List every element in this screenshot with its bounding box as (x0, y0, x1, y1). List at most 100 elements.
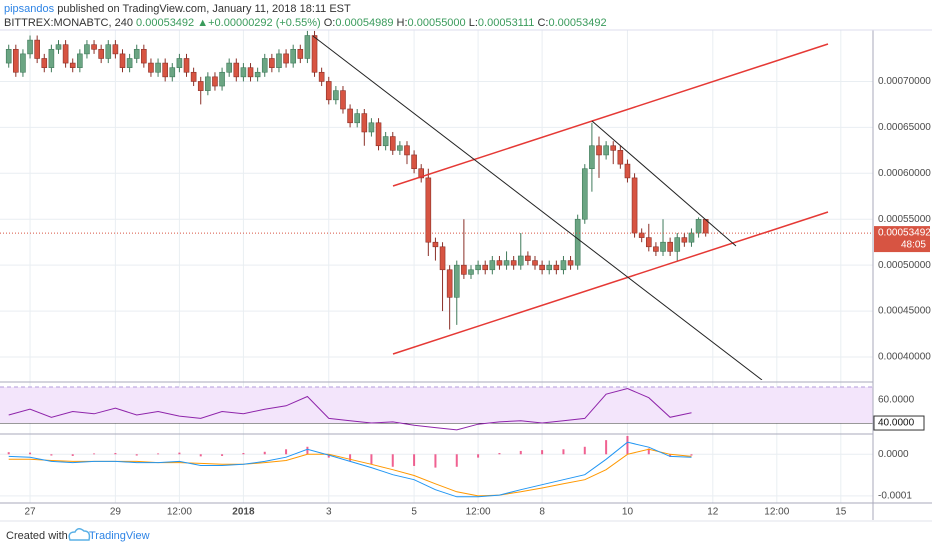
l-label: L: (469, 17, 478, 29)
candle-body (13, 48, 19, 73)
histogram-bar (263, 451, 266, 455)
histogram-bar (29, 452, 32, 455)
candle-body (233, 62, 240, 78)
x-tick-label: 10 (622, 507, 634, 518)
trend-line (312, 35, 763, 380)
candle-body (48, 48, 55, 68)
candle-body (468, 269, 474, 275)
candle-body (660, 241, 666, 252)
histogram-bar (669, 454, 672, 457)
candle-body (283, 53, 289, 64)
candle-body (340, 90, 346, 110)
candle-body (27, 39, 33, 55)
candle-body (5, 48, 12, 64)
histogram-bar (199, 454, 202, 457)
arrow: ▲ (197, 17, 208, 29)
published: published on TradingView.com, January 11… (54, 3, 351, 15)
symbol: BITTREX:MONABTC, 240 (4, 17, 133, 29)
candle-body (354, 113, 361, 124)
candle-body (240, 67, 247, 78)
candle-body (190, 71, 197, 82)
labels: 27 29 12:00 2018 3 5 12:00 8 10 12 12:00 15 0.000400… (24, 76, 931, 518)
candle-body (91, 44, 97, 50)
candle-body (603, 145, 609, 156)
histogram-bar (93, 453, 96, 455)
x-tick-label: 2018 (232, 507, 255, 518)
candle-body (432, 241, 439, 248)
footer-brand[interactable]: TradingView (89, 530, 150, 542)
candle-body (382, 136, 389, 147)
histogram-bar (285, 449, 288, 455)
candle-body (318, 71, 325, 82)
symbol-line: BITTREX:MONABTC, 240 0.00053492 ▲+0.0000… (4, 17, 607, 29)
candle-body (439, 246, 446, 271)
candle-body (77, 53, 83, 68)
histogram-bar (455, 454, 458, 467)
candle-body (20, 53, 26, 73)
x-tick-label: 27 (24, 507, 36, 518)
candle-body (489, 260, 496, 271)
candle-body (368, 122, 375, 133)
candle-body (197, 81, 204, 91)
o-label: O: (324, 17, 336, 29)
histogram-bar (519, 450, 522, 455)
histogram-bar (7, 452, 10, 455)
y-tick-label: 0.00045000 (878, 306, 931, 317)
histogram-bar (413, 454, 416, 466)
x-tick-label: 29 (110, 507, 122, 518)
candle-body (503, 260, 510, 266)
candle-body (517, 255, 524, 266)
candle-body (653, 246, 659, 252)
candle-body (290, 48, 296, 64)
histogram-bar (605, 440, 608, 455)
y-tick-label: 0.00055000 (878, 214, 931, 225)
y-tick-label: -0.0001 (878, 491, 912, 502)
candle-body (155, 62, 161, 73)
candle-body (98, 48, 104, 59)
candle-body (589, 145, 595, 170)
candle-body (261, 58, 268, 73)
candle-body (389, 136, 396, 151)
candle-body (34, 39, 40, 59)
candle-body (461, 264, 467, 275)
candle-body (567, 260, 574, 266)
last-price-box (874, 226, 930, 253)
candle-body (148, 62, 154, 73)
x-tick-label: 3 (326, 507, 332, 518)
x-tick-label: 8 (539, 507, 545, 518)
histogram-bar (135, 454, 138, 456)
candle-body (69, 62, 76, 68)
candle-body (212, 76, 218, 87)
channel-upper (392, 43, 829, 187)
candle-body (482, 264, 489, 271)
rsi-band (0, 387, 873, 423)
x-tick-label: 15 (835, 507, 847, 518)
candle-body (681, 237, 688, 243)
candle-body (397, 145, 403, 151)
candle-body (525, 255, 531, 261)
histogram-bar (434, 454, 437, 468)
candle-body (453, 264, 460, 298)
candle-body (162, 62, 168, 78)
histogram-bar (370, 454, 373, 465)
histogram-bar (178, 452, 181, 455)
histogram-bar (157, 453, 160, 455)
candle-body (141, 48, 147, 64)
candle-body (62, 44, 69, 64)
y-tick-label: 40.0000 (878, 418, 915, 429)
change: +0.00000292 (+0.55%) (208, 17, 321, 29)
candle-body (645, 237, 652, 248)
candle-body (304, 35, 311, 59)
last-price-label: 0.00053492 (878, 228, 931, 239)
candle-body (183, 58, 190, 73)
candle-body (425, 177, 432, 243)
c-label: C: (537, 17, 548, 29)
histogram-bar (221, 454, 224, 456)
author: pipsandos (4, 3, 55, 15)
candle-body (532, 260, 538, 266)
histogram-bar (306, 446, 309, 455)
trend-line (591, 120, 737, 247)
x-tick-label: 12:00 (466, 507, 491, 518)
y-tick-label: 0.00060000 (878, 168, 931, 179)
histogram-bar (50, 454, 53, 456)
